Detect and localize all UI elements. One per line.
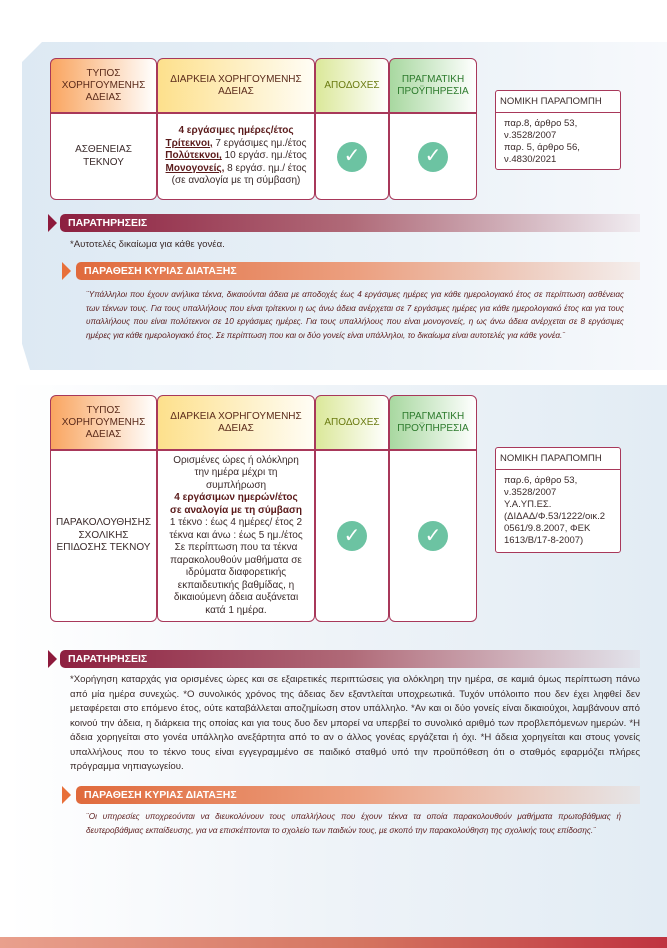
pay-cell: ✓ [315, 450, 389, 622]
leave-duration: 4 εργάσιμες ημέρες/έτος Τρίτεκνοι, 7 εργ… [157, 113, 315, 200]
legal-reference-2: ΝΟΜΙΚΗ ΠΑΡΑΠΟΜΠΗ παρ.6, άρθρο 53, ν.3528… [495, 447, 621, 553]
header-pay: ΑΠΟΔΟΧΕΣ [315, 58, 389, 113]
remarks-heading: ΠΑΡΑΤΗΡΗΣΕΙΣ [60, 214, 640, 232]
header-duration: ΔΙΑΡΚΕΙΑ ΧΟΡΗΓΟΥΜΕΝΗΣ ΑΔΕΙΑΣ [157, 58, 315, 113]
legal-text: παρ.8, άρθρο 53, ν.3528/2007 παρ. 5, άρθ… [504, 118, 580, 165]
header-service: ΠΡΑΓΜΑΤΙΚΗ ΠΡΟΫΠΗΡΕΣΙΑ [389, 58, 477, 113]
arrow-icon [48, 650, 57, 668]
duration-line: Τρίτεκνοι, 7 εργάσιμες ημ./έτος [165, 137, 307, 149]
arrow-icon [62, 786, 71, 804]
header-pay: ΑΠΟΔΟΧΕΣ [315, 395, 389, 450]
header-type: ΤΥΠΟΣ ΧΟΡΗΓΟΥΜΕΝΗΣ ΑΔΕΙΑΣ [50, 395, 157, 450]
check-icon: ✓ [337, 521, 367, 551]
provision-text: ¨Υπάλληλοι που έχουν ανήλικα τέκνα, δικα… [86, 290, 624, 341]
header-type: ΤΥΠΟΣ ΧΟΡΗΓΟΥΜΕΝΗΣ ΑΔΕΙΑΣ [50, 58, 157, 113]
arrow-icon [48, 214, 57, 232]
service-cell: ✓ [389, 113, 477, 200]
service-cell: ✓ [389, 450, 477, 622]
duration-note: (σε αναλογία με τη σύμβαση) [171, 175, 301, 187]
arrow-icon [62, 262, 71, 280]
provision-text: ¨Οι υπηρεσίες υποχρεούνται να διευκολύνο… [86, 812, 621, 835]
leave-type: ΠΑΡΑΚΟΛΟΥΘΗΣΗΣ ΣΧΟΛΙΚΗΣ ΕΠΙΔΟΣΗΣ ΤΕΚΝΟΥ [50, 450, 157, 622]
provision-heading: ΠΑΡΑΘΕΣΗ ΚΥΡΙΑΣ ΔΙΑΤΑΞΗΣ [76, 786, 640, 804]
remarks-text: *Χορήγηση καταρχάς για ορισμένες ώρες κα… [70, 674, 640, 772]
duration-line: Πολύτεκνοι, 10 εργάσ. ημ./έτος [165, 150, 307, 162]
header-service: ΠΡΑΓΜΑΤΙΚΗ ΠΡΟΫΠΗΡΕΣΙΑ [389, 395, 477, 450]
legal-header: ΝΟΜΙΚΗ ΠΑΡΑΠΟΜΠΗ [496, 91, 620, 113]
remarks-heading: ΠΑΡΑΤΗΡΗΣΕΙΣ [60, 650, 640, 668]
check-icon: ✓ [418, 141, 448, 172]
header-duration: ΔΙΑΡΚΕΙΑ ΧΟΡΗΓΟΥΜΕΝΗΣ ΑΔΕΙΑΣ [157, 395, 315, 450]
duration-details: 1 τέκνο : έως 4 ημέρες/ έτος 2 τέκνα και… [169, 517, 303, 616]
leave-table-1: ΤΥΠΟΣ ΧΟΡΗΓΟΥΜΕΝΗΣ ΑΔΕΙΑΣ ΔΙΑΡΚΕΙΑ ΧΟΡΗΓ… [50, 58, 477, 200]
remarks-text: *Αυτοτελές δικαίωμα για κάθε γονέα. [70, 239, 225, 250]
duration-intro: Ορισμένες ώρες ή ολόκληρη την ημέρα μέχρ… [173, 454, 299, 491]
pay-cell: ✓ [315, 113, 389, 200]
leave-duration: Ορισμένες ώρες ή ολόκληρη την ημέρα μέχρ… [157, 450, 315, 622]
leave-table-2: ΤΥΠΟΣ ΧΟΡΗΓΟΥΜΕΝΗΣ ΑΔΕΙΑΣ ΔΙΑΡΚΕΙΑ ΧΟΡΗΓ… [50, 395, 477, 622]
legal-header: ΝΟΜΙΚΗ ΠΑΡΑΠΟΜΠΗ [496, 448, 620, 470]
duration-main: 4 εργάσιμων ημερών/έτος σε αναλογία με τ… [169, 492, 302, 516]
duration-line: Μονογονείς, 8 εργάσ. ημ./ έτος [165, 162, 307, 174]
leave-type: ΑΣΘΕΝΕΙΑΣ ΤΕΚΝΟΥ [50, 113, 157, 200]
check-icon: ✓ [418, 521, 448, 551]
footer-bar [0, 937, 667, 948]
duration-main: 4 εργάσιμες ημέρες/έτος [178, 125, 294, 137]
legal-reference-1: ΝΟΜΙΚΗ ΠΑΡΑΠΟΜΠΗ παρ.8, άρθρο 53, ν.3528… [495, 90, 621, 170]
provision-heading: ΠΑΡΑΘΕΣΗ ΚΥΡΙΑΣ ΔΙΑΤΑΞΗΣ [76, 262, 640, 280]
check-icon: ✓ [337, 141, 367, 172]
legal-text: παρ.6, άρθρο 53, ν.3528/2007 Υ.Α.ΥΠ.ΕΣ. … [504, 475, 606, 546]
